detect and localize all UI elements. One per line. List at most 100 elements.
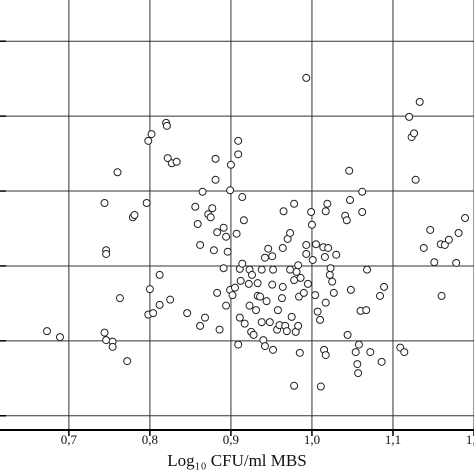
point: [287, 312, 296, 321]
point: [268, 280, 277, 289]
point: [149, 309, 158, 318]
point: [234, 136, 243, 145]
point: [332, 250, 341, 259]
point: [172, 157, 181, 166]
point: [400, 348, 409, 357]
point: [262, 297, 271, 306]
point: [299, 288, 308, 297]
x-tick-label: 0,9: [223, 432, 239, 447]
x-tick-label: 0,8: [142, 432, 158, 447]
point: [144, 136, 153, 145]
point: [278, 282, 287, 291]
x-tick-label: 1,1: [385, 432, 401, 447]
point: [102, 336, 111, 345]
point: [244, 279, 253, 288]
point: [308, 255, 317, 264]
point: [279, 207, 288, 216]
point: [296, 273, 305, 282]
x-tick-label: 0,7: [61, 432, 78, 447]
point: [222, 232, 231, 241]
point: [358, 208, 367, 217]
point: [247, 270, 256, 279]
point: [162, 121, 171, 130]
point: [313, 307, 322, 316]
point: [405, 112, 414, 121]
point: [316, 315, 325, 324]
point: [377, 357, 386, 366]
point: [130, 211, 139, 219]
point: [239, 216, 248, 225]
point: [268, 252, 277, 261]
point: [415, 97, 424, 106]
point: [265, 318, 274, 327]
point: [234, 150, 243, 159]
point: [230, 283, 239, 292]
point: [323, 199, 332, 208]
point: [290, 276, 299, 285]
point: [321, 207, 330, 216]
point: [200, 313, 209, 322]
point: [302, 240, 311, 249]
point: [228, 291, 237, 300]
point: [234, 340, 243, 349]
point: [376, 291, 385, 300]
point: [326, 264, 335, 273]
point: [307, 220, 316, 229]
point: [253, 279, 262, 288]
point: [294, 261, 303, 270]
point: [362, 306, 371, 315]
point: [260, 253, 269, 262]
point: [209, 246, 218, 255]
point: [245, 301, 254, 310]
point: [155, 300, 164, 309]
point: [295, 348, 304, 357]
point: [145, 285, 154, 294]
point: [321, 351, 330, 360]
point: [223, 247, 232, 256]
point: [257, 318, 266, 327]
point: [55, 333, 64, 342]
point: [363, 265, 372, 274]
point: [260, 342, 269, 351]
point: [196, 321, 205, 330]
point: [155, 270, 164, 279]
point: [222, 301, 231, 310]
point: [437, 291, 446, 300]
point: [256, 292, 265, 301]
point: [213, 228, 222, 237]
point: [454, 228, 463, 237]
point: [142, 199, 151, 208]
point: [346, 285, 355, 294]
point: [444, 235, 453, 244]
point: [278, 243, 287, 252]
point: [191, 202, 200, 211]
point: [328, 277, 337, 286]
point: [351, 348, 360, 357]
point: [440, 240, 449, 249]
point: [410, 129, 419, 138]
point: [219, 223, 228, 232]
point: [290, 199, 299, 208]
point: [273, 306, 282, 315]
x-axis-label: Log₁₀ CFU/ml MBS: [167, 451, 306, 470]
point: [226, 160, 235, 169]
point: [426, 225, 435, 234]
point: [249, 330, 258, 339]
point: [353, 360, 362, 369]
point: [211, 154, 220, 163]
point: [354, 340, 363, 349]
point: [303, 279, 312, 288]
point: [312, 240, 320, 249]
point: [42, 327, 51, 336]
point: [286, 265, 295, 274]
point: [302, 249, 311, 258]
point: [211, 175, 220, 184]
point: [277, 294, 286, 303]
point: [183, 309, 192, 318]
point: [269, 345, 278, 354]
point: [193, 219, 202, 228]
point: [115, 294, 124, 303]
point: [226, 186, 235, 195]
point: [215, 325, 224, 334]
point: [380, 282, 389, 291]
